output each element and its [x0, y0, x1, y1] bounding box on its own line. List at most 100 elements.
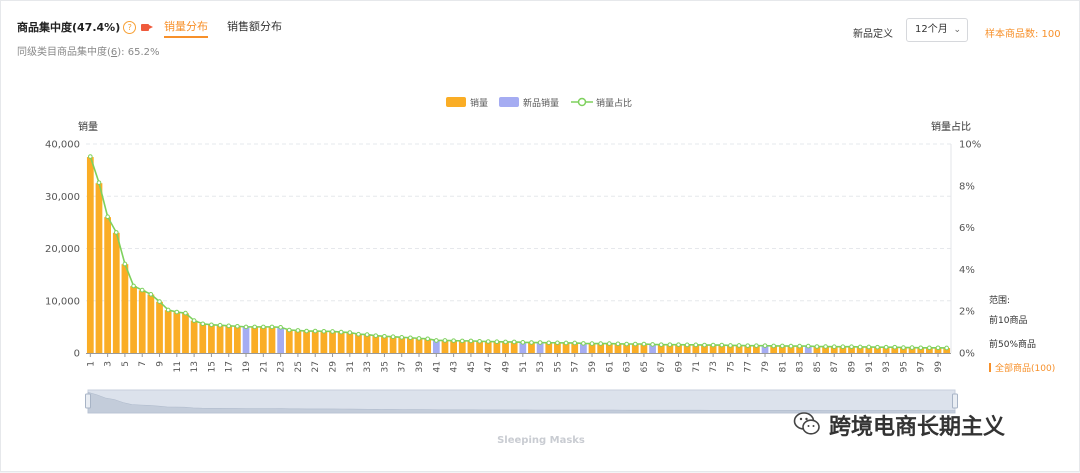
sales-bar[interactable] — [666, 344, 674, 353]
share-point[interactable] — [459, 338, 465, 344]
range-option-all[interactable]: 全部商品(100) — [989, 361, 1055, 374]
share-point[interactable] — [373, 333, 379, 338]
share-point[interactable] — [243, 324, 249, 330]
sales-bar[interactable] — [571, 343, 579, 353]
share-point[interactable] — [693, 342, 699, 348]
sales-bar[interactable] — [683, 344, 691, 353]
sales-bar[interactable] — [744, 345, 752, 353]
share-point[interactable] — [477, 338, 482, 344]
share-point[interactable] — [607, 341, 612, 346]
share-point[interactable] — [191, 318, 197, 323]
sales-bar[interactable] — [355, 334, 362, 353]
share-point[interactable] — [901, 345, 906, 350]
sales-bar[interactable] — [510, 342, 518, 353]
share-point[interactable] — [866, 344, 872, 350]
share-point[interactable] — [529, 340, 534, 345]
share-point[interactable] — [572, 340, 578, 346]
share-point[interactable] — [927, 345, 932, 351]
new-sales-bar[interactable] — [804, 346, 812, 353]
share-point[interactable] — [710, 342, 716, 348]
sales-bar[interactable] — [156, 301, 163, 353]
video-icon[interactable] — [141, 24, 154, 31]
share-point[interactable] — [217, 322, 223, 328]
sales-bar[interactable] — [268, 326, 276, 353]
share-point[interactable] — [338, 329, 344, 335]
share-point[interactable] — [382, 333, 387, 339]
share-point[interactable] — [650, 342, 655, 347]
sales-bar[interactable] — [415, 338, 423, 353]
share-point[interactable] — [667, 342, 673, 347]
share-point[interactable] — [269, 324, 275, 330]
share-point[interactable] — [442, 338, 448, 343]
sales-bar[interactable] — [882, 347, 890, 353]
share-point[interactable] — [892, 344, 898, 350]
sales-bar[interactable] — [753, 345, 760, 353]
sales-bar[interactable] — [891, 347, 899, 353]
share-point[interactable] — [235, 323, 240, 329]
sales-bar[interactable] — [372, 335, 380, 353]
share-point[interactable] — [658, 342, 664, 347]
share-point[interactable] — [200, 321, 206, 327]
sales-bar[interactable] — [623, 344, 630, 353]
sales-bar[interactable] — [389, 336, 397, 353]
share-point[interactable] — [883, 344, 889, 350]
sales-bar[interactable] — [934, 347, 942, 353]
sales-bar[interactable] — [900, 347, 907, 353]
share-point[interactable] — [174, 309, 180, 315]
share-point[interactable] — [598, 341, 603, 346]
sales-bar[interactable] — [770, 345, 778, 353]
sales-bar[interactable] — [138, 290, 146, 353]
sales-bar[interactable] — [441, 340, 449, 353]
share-point[interactable] — [131, 283, 136, 289]
sales-bar[interactable] — [381, 336, 388, 353]
share-point[interactable] — [425, 336, 430, 342]
share-point[interactable] — [797, 343, 802, 349]
sales-bar[interactable] — [718, 345, 726, 353]
sales-bar[interactable] — [476, 341, 483, 353]
share-point[interactable] — [148, 291, 154, 297]
sales-bar[interactable] — [112, 232, 120, 353]
sales-bar[interactable] — [692, 344, 700, 353]
share-point[interactable] — [788, 343, 794, 349]
sales-bar[interactable] — [701, 345, 708, 353]
share-point[interactable] — [105, 214, 110, 220]
share-point[interactable] — [563, 340, 569, 346]
sales-bar[interactable] — [943, 348, 951, 353]
sales-bar[interactable] — [484, 341, 492, 353]
share-point[interactable] — [286, 327, 292, 333]
share-point[interactable] — [719, 342, 725, 348]
share-point[interactable] — [312, 328, 318, 334]
zoom-slider[interactable] — [85, 389, 958, 414]
share-point[interactable] — [252, 324, 257, 330]
sales-bar[interactable] — [251, 326, 259, 353]
share-point[interactable] — [157, 299, 162, 304]
share-point[interactable] — [209, 322, 214, 328]
share-point[interactable] — [857, 344, 863, 350]
sales-bar[interactable] — [259, 326, 267, 353]
share-point[interactable] — [304, 328, 309, 334]
sales-bar[interactable] — [225, 325, 233, 353]
share-point[interactable] — [537, 340, 543, 345]
zoom-slider-right-handle[interactable] — [952, 393, 958, 409]
share-point[interactable] — [849, 344, 854, 350]
share-point[interactable] — [468, 338, 474, 344]
sales-bar[interactable] — [104, 217, 111, 353]
sales-bar[interactable] — [588, 343, 596, 353]
sales-bar[interactable] — [597, 343, 605, 353]
sales-bar[interactable] — [874, 347, 881, 353]
share-point[interactable] — [754, 343, 759, 348]
sales-bar[interactable] — [311, 331, 319, 353]
sales-bar[interactable] — [787, 346, 795, 353]
sales-bar[interactable] — [709, 345, 717, 353]
sales-bar[interactable] — [545, 342, 553, 353]
sales-bar[interactable] — [839, 346, 847, 353]
sales-bar[interactable] — [467, 340, 475, 353]
sales-bar[interactable] — [164, 310, 172, 353]
sales-bar[interactable] — [173, 312, 181, 353]
sales-bar[interactable] — [502, 342, 509, 353]
sales-bar[interactable] — [199, 323, 207, 353]
sales-bar[interactable] — [216, 325, 224, 353]
sales-bar[interactable] — [303, 331, 310, 353]
sales-bar[interactable] — [363, 334, 371, 353]
sales-bar[interactable] — [208, 324, 215, 353]
